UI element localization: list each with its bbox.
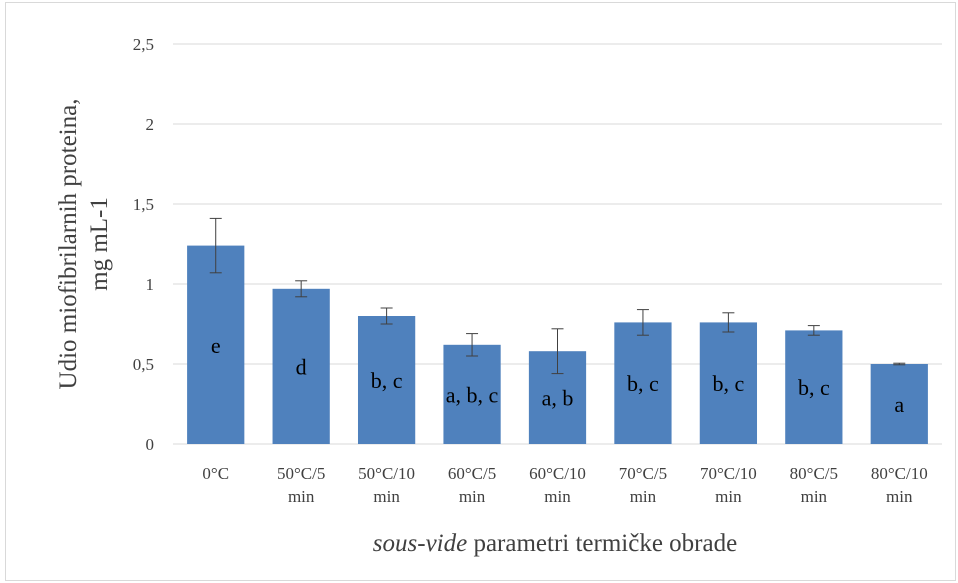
y-tick-label: 1,5 [133, 195, 154, 214]
x-tick-label: 50°C/10 min [358, 464, 415, 506]
bar-label: b, c [713, 371, 745, 396]
x-tick-label: 60°C/10 min [529, 464, 586, 506]
y-tick-labels: 0 0,5 1 1,5 2 2,5 [133, 35, 154, 454]
x-tick-label: 80°C/5 min [790, 464, 838, 506]
error-bar [295, 280, 308, 298]
bar [614, 322, 672, 444]
bar [357, 316, 416, 444]
bar-label: b, c [798, 375, 830, 400]
error-bar [807, 325, 820, 336]
x-tick-labels: 0°C 50°C/5 min 50°C/10 min 60°C/5 min 60°C/10 mi… [202, 464, 927, 506]
chart-frame [5, 2, 956, 581]
bar [785, 330, 843, 444]
y-tick-label: 0,5 [133, 355, 154, 374]
y-tick-label: 1 [146, 275, 155, 294]
bar-label: a, b, c [446, 382, 499, 407]
bar [870, 364, 928, 444]
error-bars [209, 217, 906, 375]
bar-label: a [894, 392, 904, 417]
bar-label: d [296, 354, 307, 379]
bar-label: b, c [627, 371, 659, 396]
x-tick-label: 70°C/5 min [619, 464, 667, 506]
x-tick-label: 60°C/5 min [448, 464, 496, 506]
error-bar [380, 307, 393, 325]
bar [699, 322, 758, 444]
y-axis-label: Udio miofibrilarnih proteina, mg mL-1 [55, 99, 113, 390]
error-bar [636, 309, 649, 336]
error-bar [466, 333, 479, 357]
x-axis-label: sous-vide parametri termičke obrade [373, 530, 737, 557]
bars [187, 245, 928, 444]
x-tick-label: 70°C/10 min [700, 464, 757, 506]
bar-label: e [211, 333, 221, 358]
error-bar [893, 362, 906, 366]
error-bar [722, 312, 735, 333]
bar-label: a, b [542, 386, 574, 411]
error-bar [209, 217, 222, 274]
y-tick-label: 2 [146, 115, 155, 134]
x-tick-label: 50°C/5 min [277, 464, 325, 506]
bar [187, 245, 245, 444]
bar-labels: e d b, c a, b, c a, b b, c b, c b, c a [211, 333, 905, 417]
x-tick-label: 0°C [202, 464, 229, 483]
y-tick-label: 0 [146, 435, 155, 454]
error-bar [551, 328, 564, 375]
bar [443, 344, 501, 444]
bar-label: b, c [371, 368, 403, 393]
bar [272, 288, 330, 444]
y-tick-label: 2,5 [133, 35, 154, 54]
x-tick-label: 80°C/10 min [871, 464, 928, 506]
